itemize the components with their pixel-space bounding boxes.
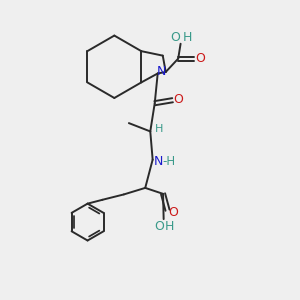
Text: H: H	[154, 124, 163, 134]
Text: N: N	[157, 64, 166, 78]
Text: O: O	[154, 220, 164, 233]
Text: -H: -H	[162, 154, 176, 168]
Text: N: N	[154, 154, 163, 168]
Text: O: O	[195, 52, 205, 65]
Text: O: O	[174, 93, 184, 106]
Text: H: H	[165, 220, 174, 233]
Text: O: O	[170, 31, 180, 44]
Text: O: O	[169, 206, 178, 219]
Text: H: H	[182, 31, 192, 44]
